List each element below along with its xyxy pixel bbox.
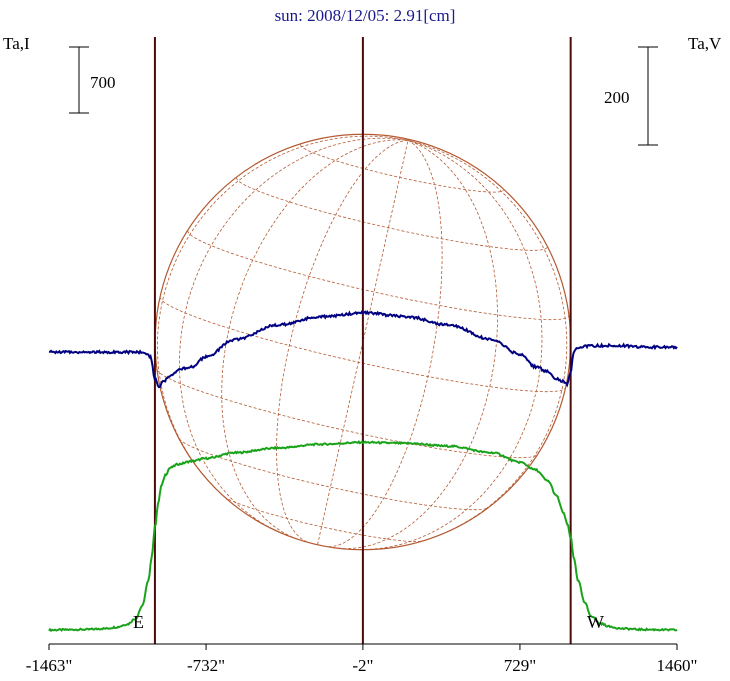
heliographic-grid [156, 135, 570, 550]
grid-meridian-6 [338, 139, 498, 550]
right-scale-label: 200 [604, 88, 630, 107]
right-scale-bar: 200 [604, 46, 658, 146]
x-tick-label-4: 1460" [657, 656, 698, 675]
grid-parallel-5 [236, 177, 548, 251]
grid-parallel-4 [187, 230, 570, 321]
grid-meridian-8 [407, 139, 568, 538]
grid-parallel-0 [223, 496, 423, 542]
grid-meridian-2 [221, 139, 409, 540]
series-line-ta-i [48, 439, 678, 633]
chart-title: sun: 2008/12/05: 2.91[cm] [275, 6, 456, 25]
grid-parallel-1 [178, 438, 489, 511]
grid-meridian-4 [317, 140, 409, 545]
limb-lines [153, 37, 572, 644]
series-line-ta-v [48, 309, 678, 389]
left-scale-bar: 700 [69, 46, 116, 114]
grid-meridian-5 [328, 139, 443, 548]
east-limb-label: E [133, 612, 144, 632]
grid-meridian-1 [178, 137, 409, 534]
left-axis-label: Ta,I [3, 34, 30, 53]
x-tick-label-3: 729" [504, 656, 536, 675]
x-tick-label-2: -2" [352, 656, 373, 675]
grid-meridian-7 [354, 139, 543, 550]
grid-meridian-0 [156, 135, 409, 490]
grid-parallel-2 [156, 369, 538, 459]
right-axis-label: Ta,V [688, 34, 722, 53]
x-ticks: -1463" -732" -2" 729" 1460" [26, 644, 698, 675]
x-axis: -1463" -732" -2" 729" 1460" [26, 643, 698, 675]
x-tick-label-0: -1463" [26, 656, 73, 675]
left-scale-label: 700 [90, 73, 116, 92]
x-tick-label-1: -732" [187, 656, 225, 675]
grid-meridian-3 [276, 139, 409, 543]
west-limb-label: W [587, 612, 604, 632]
